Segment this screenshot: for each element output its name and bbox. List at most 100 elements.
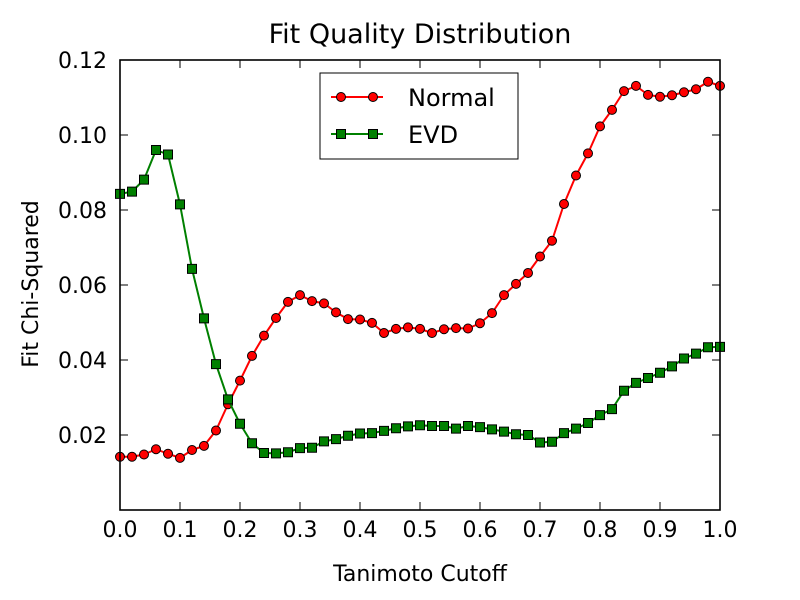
x-tick-label: 0.8 [583,518,618,543]
legend-marker-evd [368,129,378,139]
data-point-evd [151,145,161,155]
data-point-evd [175,199,185,210]
y-tick-label: 0.10 [58,124,107,149]
data-point-normal [127,451,137,462]
data-point-evd [691,348,701,359]
data-point-normal [259,330,269,341]
data-point-evd [367,428,377,439]
data-point-normal [463,323,473,334]
x-tick-label: 0.0 [103,518,138,543]
data-point-normal [163,448,173,459]
data-point-normal [499,290,509,301]
x-tick-label: 0.9 [643,518,678,543]
data-point-evd [379,425,389,436]
data-point-evd [475,422,485,433]
plot-area [115,76,725,463]
data-point-normal [475,318,485,329]
data-point-evd [163,149,173,160]
data-point-evd [415,420,425,431]
data-point-evd [127,186,137,197]
y-axis-title: Fit Chi-Squared [19,200,44,368]
data-point-evd [211,359,221,370]
data-point-normal [559,199,569,209]
x-tick-label: 0.6 [463,518,498,543]
data-point-normal [379,328,389,338]
data-point-evd [259,448,269,458]
y-tick-label: 0.06 [58,274,107,299]
data-point-evd [319,436,329,447]
legend: Normal EVD [319,72,519,160]
legend-box [319,72,519,160]
legend-label-evd: EVD [408,121,458,149]
data-point-evd [295,443,305,454]
data-point-evd [655,367,665,378]
x-tick-label: 0.2 [223,518,258,543]
data-point-evd [511,429,521,440]
data-point-evd [427,421,437,431]
data-point-normal [211,425,221,436]
data-point-evd [667,361,677,372]
data-point-normal [427,328,437,338]
data-point-evd [343,430,353,441]
data-point-normal [655,91,665,102]
legend-marker-evd [336,129,346,139]
data-point-evd [199,313,209,324]
data-point-normal [511,278,521,289]
data-point-normal [307,296,317,307]
data-point-normal [331,307,341,318]
data-point-normal [295,290,305,301]
data-point-normal [343,314,353,325]
data-point-evd [283,447,293,458]
data-point-normal [139,449,149,460]
x-tick-label: 1.0 [703,518,738,543]
data-point-evd [247,438,257,449]
legend-marker-normal [336,92,346,102]
data-point-evd [391,423,401,434]
axis-ticks: 0.0 0.1 0.2 0.3 0.4 0.5 0.6 0.7 0.8 0.9 1.0 0.02 0.0… [58,49,737,543]
data-point-normal [547,235,557,246]
data-point-normal [667,90,677,101]
data-point-normal [607,104,617,115]
x-axis-title: Tanimoto Cutoff [332,562,508,587]
data-point-normal [199,440,209,451]
data-point-normal [235,375,245,386]
data-point-evd [307,442,317,453]
data-point-normal [367,317,377,328]
data-point-evd [703,342,713,353]
legend-label-normal: Normal [408,84,495,112]
data-point-normal [271,313,281,323]
data-point-evd [403,421,413,432]
data-point-normal [583,148,593,159]
series-normal [115,76,725,463]
data-point-evd [355,428,365,439]
data-point-evd [451,423,461,434]
data-point-evd [523,430,533,440]
data-point-evd [547,436,557,447]
data-point-evd [643,373,653,383]
plot-frame [119,59,721,511]
data-point-normal [523,268,533,278]
y-tick-label: 0.12 [58,49,107,74]
data-point-evd [571,423,581,434]
data-point-normal [415,323,425,334]
series-evd [115,145,725,459]
data-point-evd [223,394,233,405]
data-point-evd [235,418,245,429]
data-point-normal [535,251,545,262]
data-point-normal [151,444,161,455]
data-point-normal [631,80,641,91]
data-point-evd [463,421,473,431]
data-point-normal [679,87,689,98]
data-point-evd [535,437,545,448]
y-tick-label: 0.08 [58,199,107,224]
x-tick-label: 0.3 [283,518,318,543]
data-point-normal [619,86,629,97]
data-point-evd [499,426,509,437]
data-point-evd [439,421,449,431]
data-point-evd [487,424,497,435]
chart-title: Fit Quality Distribution [269,19,572,50]
data-point-evd [619,385,629,396]
data-point-normal [391,323,401,334]
x-tick-label: 0.1 [163,518,198,543]
